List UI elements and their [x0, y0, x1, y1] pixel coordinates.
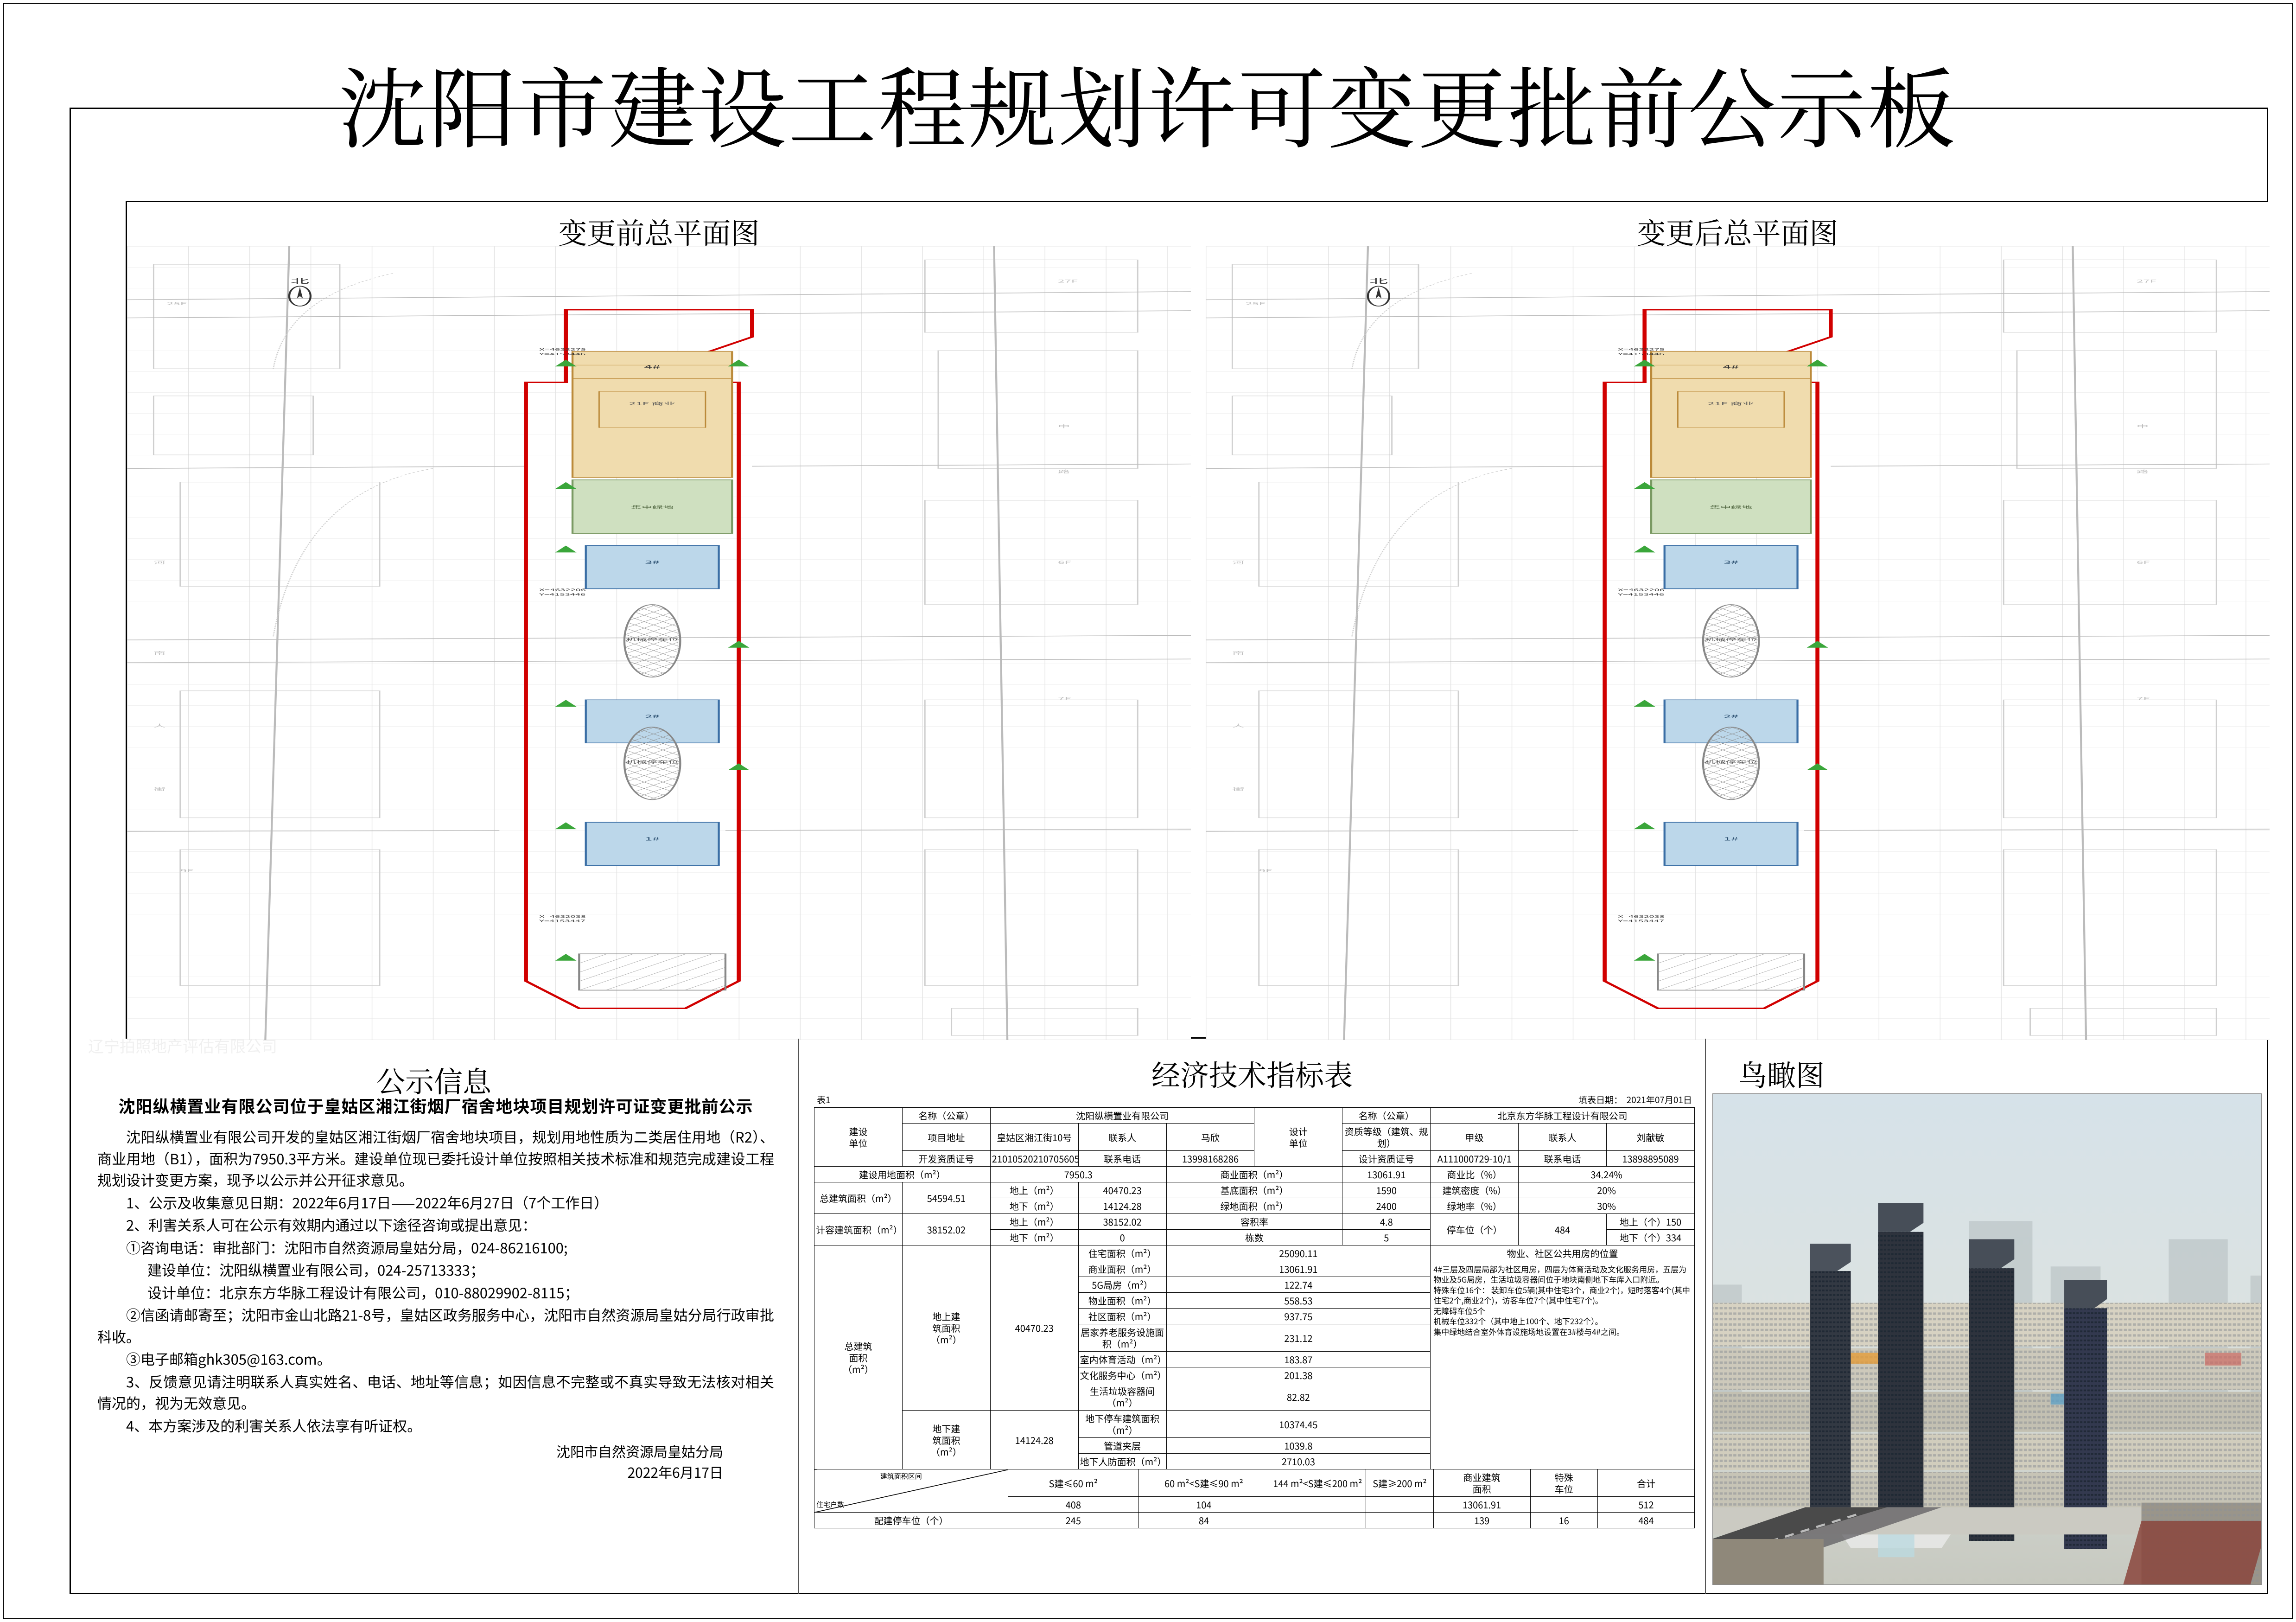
svg-text:2#: 2#: [1724, 713, 1738, 719]
svg-text:Y=4153447: Y=4153447: [539, 919, 585, 923]
svg-text:27F: 27F: [2137, 278, 2156, 284]
svg-text:街: 街: [1232, 786, 1244, 792]
svg-text:北: 北: [1369, 276, 1388, 285]
svg-text:河: 河: [153, 559, 165, 565]
svg-text:21F 商业: 21F 商业: [1708, 400, 1754, 406]
svg-text:中: 中: [2137, 423, 2149, 429]
svg-text:X=4632275: X=4632275: [539, 347, 586, 352]
svg-text:街: 街: [153, 786, 165, 792]
svg-text:3#: 3#: [1724, 559, 1738, 565]
svg-text:Y=4153446: Y=4153446: [1617, 592, 1664, 597]
svg-text:机械停车位: 机械停车位: [626, 637, 679, 642]
svg-text:Y=4153446: Y=4153446: [1617, 351, 1664, 356]
svg-text:X=4632275: X=4632275: [1618, 347, 1665, 352]
svg-text:大: 大: [1232, 722, 1244, 728]
svg-text:北: 北: [291, 276, 309, 285]
svg-text:大: 大: [153, 722, 165, 728]
svg-text:1#: 1#: [645, 836, 660, 842]
svg-text:集中绿地: 集中绿地: [631, 504, 674, 509]
svg-text:路: 路: [1058, 468, 1070, 474]
svg-text:21F 商业: 21F 商业: [629, 400, 675, 406]
svg-text:路: 路: [2137, 468, 2149, 474]
svg-text:4#: 4#: [644, 363, 661, 370]
svg-text:X=4632038: X=4632038: [1618, 914, 1665, 919]
svg-text:9F: 9F: [180, 868, 194, 874]
svg-text:2#: 2#: [645, 713, 660, 719]
svg-text:7F: 7F: [1058, 695, 1071, 701]
svg-text:Y=4153446: Y=4153446: [539, 592, 585, 597]
svg-text:25F: 25F: [1246, 300, 1266, 307]
svg-text:4#: 4#: [1723, 363, 1739, 370]
svg-text:南: 南: [153, 650, 165, 656]
svg-text:9F: 9F: [1259, 868, 1272, 874]
svg-text:X=4632038: X=4632038: [539, 914, 586, 919]
svg-text:1#: 1#: [1724, 836, 1738, 842]
svg-text:集中绿地: 集中绿地: [1710, 504, 1752, 509]
svg-text:6F: 6F: [1058, 559, 1071, 565]
svg-text:中: 中: [1058, 423, 1070, 429]
svg-text:27F: 27F: [1058, 278, 1078, 284]
svg-text:南: 南: [1232, 650, 1244, 656]
svg-text:Y=4153447: Y=4153447: [1617, 919, 1664, 923]
svg-text:机械停车位: 机械停车位: [1705, 759, 1758, 764]
svg-text:Y=4153446: Y=4153446: [539, 351, 585, 356]
svg-text:3#: 3#: [645, 559, 660, 565]
svg-text:X=4632206: X=4632206: [539, 587, 586, 592]
svg-text:机械停车位: 机械停车位: [1705, 637, 1758, 642]
svg-text:25F: 25F: [167, 300, 187, 307]
svg-text:6F: 6F: [2137, 559, 2150, 565]
svg-text:机械停车位: 机械停车位: [626, 759, 679, 764]
svg-text:X=4632206: X=4632206: [1618, 587, 1665, 592]
svg-text:7F: 7F: [2137, 695, 2150, 701]
svg-text:河: 河: [1232, 559, 1244, 565]
